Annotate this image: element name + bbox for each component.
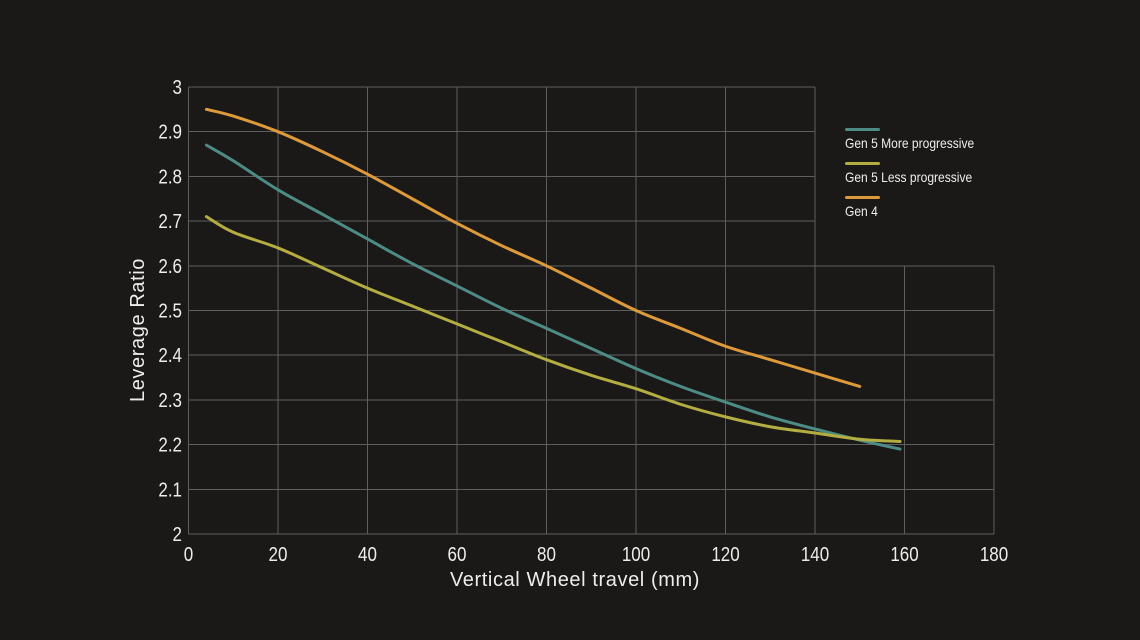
series-line-gen-5-more-progressive <box>204 143 902 451</box>
y-tick-2.9: 2.9 <box>158 120 182 143</box>
y-axis-title: Leverage Ratio <box>127 258 149 402</box>
x-tick-180: 180 <box>980 543 1008 566</box>
y-tick-2.3: 2.3 <box>158 389 182 412</box>
legend-swatch-gen5-less-progressive <box>845 162 880 165</box>
y-tick-labels: 3 2.9 2.8 2.7 2.6 2.5 2.4 2.3 2.2 2.1 2 <box>158 76 182 546</box>
series-line-gen-5-less-progressive <box>204 215 902 443</box>
x-tick-160: 160 <box>890 543 918 566</box>
series-lines <box>204 107 902 451</box>
legend-swatch-gen5-more-progressive <box>845 128 880 131</box>
x-tick-20: 20 <box>269 543 288 566</box>
y-tick-2.4: 2.4 <box>158 344 182 367</box>
legend: Gen 5 More progressive Gen 5 Less progre… <box>845 128 995 230</box>
y-tick-2.5: 2.5 <box>158 299 182 322</box>
legend-swatch-gen4 <box>845 196 880 199</box>
x-tick-100: 100 <box>622 543 650 566</box>
y-tick-2.7: 2.7 <box>158 210 182 233</box>
x-tick-80: 80 <box>537 543 556 566</box>
x-tick-0: 0 <box>184 543 193 566</box>
x-tick-120: 120 <box>711 543 739 566</box>
legend-label-gen5-more-progressive: Gen 5 More progressive <box>845 135 975 151</box>
legend-item-gen4: Gen 4 <box>845 196 995 221</box>
y-tick-2.8: 2.8 <box>158 165 182 188</box>
x-tick-labels: 0 20 40 60 80 100 120 140 160 180 <box>184 543 1008 566</box>
x-tick-60: 60 <box>448 543 467 566</box>
y-tick-3: 3 <box>173 76 182 99</box>
x-axis-title: Vertical Wheel travel (mm) <box>450 569 700 591</box>
y-tick-2.2: 2.2 <box>158 433 182 456</box>
grid-lines <box>188 86 995 535</box>
legend-label-gen5-less-progressive: Gen 5 Less progressive <box>845 169 973 185</box>
legend-item-gen5-less-progressive: Gen 5 Less progressive <box>845 162 995 187</box>
x-tick-40: 40 <box>358 543 377 566</box>
y-tick-2.6: 2.6 <box>158 254 182 277</box>
x-tick-140: 140 <box>801 543 829 566</box>
y-tick-2: 2 <box>173 523 182 546</box>
y-tick-2.1: 2.1 <box>158 478 182 501</box>
series-line-gen-4 <box>204 107 862 388</box>
legend-item-gen5-more-progressive: Gen 5 More progressive <box>845 128 995 153</box>
legend-label-gen4: Gen 4 <box>845 203 878 219</box>
